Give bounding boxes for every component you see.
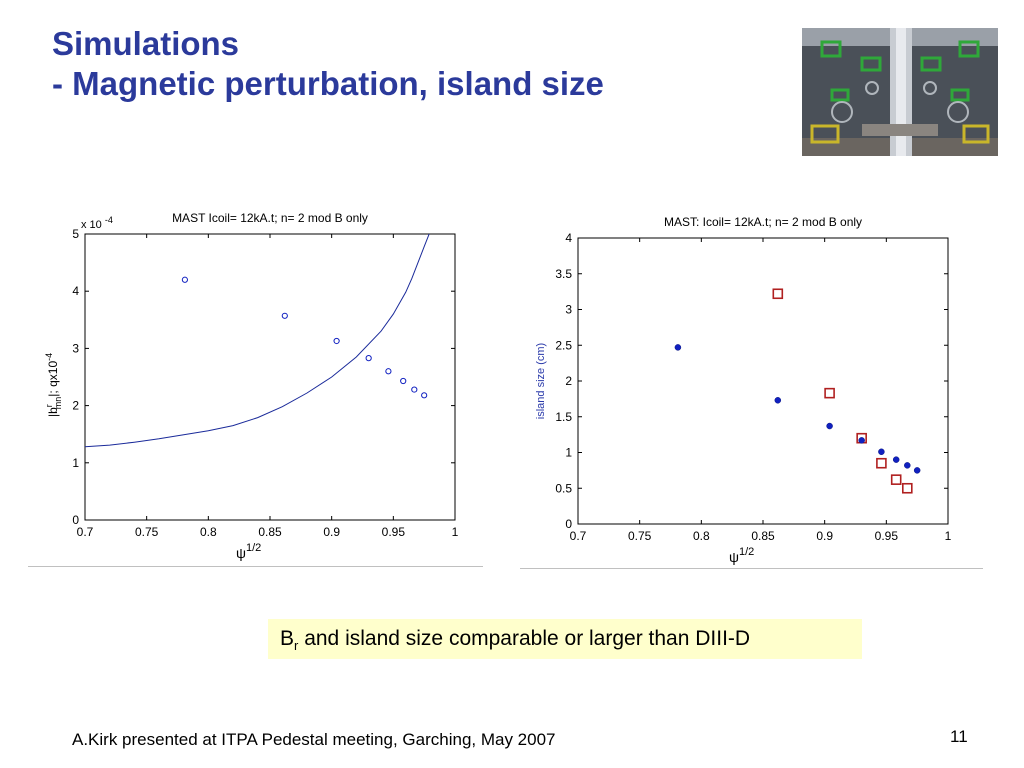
x-tick-label: 0.95: [382, 525, 406, 539]
x-tick-label: 0.85: [258, 525, 282, 539]
y-tick-label: 2: [72, 399, 79, 413]
panel-divider-right: [520, 568, 983, 569]
data-point-dot: [904, 462, 911, 469]
x-tick-label: 0.95: [875, 529, 899, 543]
x-tick-label: 0.7: [570, 529, 587, 543]
y-multiplier: x 10 -4: [81, 215, 113, 231]
x-tick-label: 1: [452, 525, 459, 539]
y-tick-label: 4: [72, 284, 79, 298]
data-point-dot: [878, 448, 885, 456]
title-line-2: - Magnetic perturbation, island size: [52, 65, 604, 102]
y-tick-label: 2.5: [555, 338, 572, 352]
x-tick-label: 0.9: [816, 529, 833, 543]
tokamak-photo: [802, 28, 998, 156]
y-tick-label: 0.5: [555, 481, 572, 495]
data-point: [281, 312, 288, 319]
x-tick-label: 1: [945, 529, 952, 543]
note-text: and island size comparable or larger tha…: [298, 627, 751, 650]
data-point-dot: [858, 437, 865, 444]
field-perturbation-plot: 0.7 0.75 0.8 0.85 0.9 0.95 1 0 1 2 3 4 5 MAST Icoil= …: [44, 211, 459, 561]
y-tick-label: 0: [72, 513, 79, 527]
data-point-square: [876, 457, 887, 469]
x-axis-label: ψ1/2: [729, 546, 754, 565]
plot-frame: [84, 233, 456, 521]
x-tick-label: 0.7: [77, 525, 94, 539]
x-tick-label: 0.75: [628, 529, 652, 543]
data-point-dot: [674, 344, 682, 351]
series-line: [85, 234, 430, 448]
y-axis-label: |brmn|; qx10-4: [44, 353, 63, 417]
data-point: [365, 355, 372, 362]
page-number: 11: [950, 727, 968, 746]
data-point-square: [772, 288, 784, 300]
y-tick-label: 5: [72, 227, 79, 241]
panel-divider-left: [28, 566, 483, 567]
y-tick-label: 3.5: [555, 267, 572, 281]
data-point-dot: [892, 456, 900, 463]
y-tick-label: 2: [565, 374, 572, 388]
slide-title: Simulations - Magnetic perturbation, isl…: [52, 24, 604, 104]
data-point: [181, 276, 188, 283]
x-axis-label: ψ1/2: [236, 542, 261, 561]
data-point-dot: [913, 467, 921, 474]
field-perturbation-chart: 0.7 0.75 0.8 0.85 0.9 0.95 1 0 1 2 3 4 5 MAST Icoil= …: [28, 198, 484, 566]
title-line-1: Simulations: [52, 25, 240, 62]
data-point: [411, 386, 418, 393]
y-tick-label: 1.5: [555, 410, 572, 424]
data-point-dot: [774, 397, 782, 404]
chart-title: MAST Icoil= 12kA.t; n= 2 mod B only: [172, 211, 368, 225]
data-point: [421, 392, 428, 399]
data-point: [385, 368, 392, 375]
y-tick-label: 3: [72, 341, 79, 355]
y-tick-label: 3: [565, 303, 572, 317]
y-tick-label: 1: [565, 446, 572, 460]
x-tick-label: 0.85: [751, 529, 775, 543]
chart-title: MAST: Icoil= 12kA.t; n= 2 mod B only: [664, 215, 862, 229]
x-tick-label: 0.8: [693, 529, 710, 543]
y-tick-label: 0: [565, 517, 572, 531]
data-point-square: [901, 482, 913, 494]
note-b: B: [280, 627, 295, 650]
data-point: [333, 337, 340, 345]
tokamak-interior-image: [802, 28, 998, 156]
island-size-chart: 0.7 0.75 0.8 0.85 0.9 0.95 1 0 0.5 1 1.5 2 2.5 3 3.5 4 M…: [520, 198, 983, 568]
x-tick-label: 0.9: [323, 525, 340, 539]
highlight-note: Br and island size comparable or larger …: [268, 619, 862, 659]
data-point: [400, 377, 407, 385]
data-point-dot: [826, 422, 833, 430]
data-point-square: [890, 474, 902, 485]
y-tick-label: 4: [565, 231, 572, 245]
note-subscript: r: [294, 638, 299, 654]
data-point-square: [824, 387, 835, 399]
x-tick-label: 0.8: [200, 525, 217, 539]
y-axis-label: island size (cm): [535, 343, 547, 419]
island-size-plot: 0.7 0.75 0.8 0.85 0.9 0.95 1 0 0.5 1 1.5 2 2.5 3 3.5 4 M…: [535, 215, 952, 565]
y-tick-label: 1: [72, 456, 79, 470]
x-tick-label: 0.75: [135, 525, 159, 539]
footer-credit: A.Kirk presented at ITPA Pedestal meetin…: [72, 730, 556, 749]
